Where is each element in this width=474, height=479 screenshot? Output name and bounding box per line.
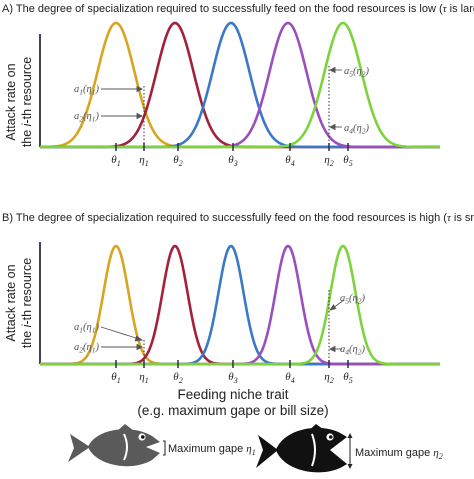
fish-right-gape-arrow-top xyxy=(347,433,353,438)
fish-right-gape-label: Maximum gape η2 xyxy=(355,447,443,461)
panel-a-ylabel-1: Attack rate on xyxy=(4,63,18,140)
panel-b: B) The degree of specialization required… xyxy=(2,212,474,385)
panel-a-ylabel-2: the i-th resource xyxy=(20,57,34,147)
panel-b-tick-theta1: θ1 xyxy=(111,371,120,385)
panel-a-annotation-a5-eta2: a5(η2) xyxy=(344,66,369,79)
panel-b-annotation-a1-eta1: a1(η1) xyxy=(74,322,99,335)
fish-right-gill xyxy=(311,433,316,467)
panel-a-annotation-a2-eta1: a2(η1) xyxy=(74,111,99,124)
panel-a-curve-resource-5 xyxy=(40,21,440,149)
fish-left-tail xyxy=(68,434,90,462)
panel-a-tick-theta5: θ5 xyxy=(343,154,352,168)
fish-left-gape-bracket xyxy=(163,440,166,456)
panel-b-ylabel-2: the i-th resource xyxy=(20,258,34,348)
fish-right-gape-arrow-bottom xyxy=(347,464,353,469)
panel-a-arrows xyxy=(101,66,342,131)
fish-large-gape: Maximum gape η2 xyxy=(256,424,443,473)
panel-b-curve-resource-1 xyxy=(40,244,440,366)
panel-a-tick-theta2: θ2 xyxy=(173,154,182,168)
panel-a-tick-theta3: θ3 xyxy=(228,154,237,168)
x-axis-label-line1: Feeding niche trait xyxy=(177,387,288,402)
fish-left-gill xyxy=(123,433,128,461)
panel-b-ylabel-1: Attack rate on xyxy=(4,264,18,341)
fish-left-pupil xyxy=(141,435,145,439)
panel-b-tick-theta3: θ3 xyxy=(228,371,237,385)
panel-a-tick-theta4: θ4 xyxy=(285,154,294,168)
panel-b-tick-marks xyxy=(115,360,349,368)
fish-left-gape-label: Maximum gape η1 xyxy=(168,443,256,457)
panel-b-tick-eta2: η2 xyxy=(324,371,333,385)
panel-b-tick-theta2: θ2 xyxy=(173,371,182,385)
fish-right-tail xyxy=(256,435,278,468)
panel-b-tick-theta5: θ5 xyxy=(343,371,352,385)
panel-b-tick-eta1: η1 xyxy=(139,371,148,385)
panel-a-tick-eta2: η2 xyxy=(324,154,333,168)
fish-right-pupil xyxy=(329,435,333,439)
panel-b-annotation-a5-eta2: a5(η2) xyxy=(340,293,365,306)
panel-b-title: B) The degree of specialization required… xyxy=(2,212,474,224)
fish-small-gape: Maximum gape η1 xyxy=(68,424,256,467)
panel-a-annotation-a4-eta2: a4(η2) xyxy=(344,123,369,136)
panel-b-tick-theta4: θ4 xyxy=(285,371,294,385)
x-axis-label-line2: (e.g. maximum gape or bill size) xyxy=(137,403,328,418)
panel-b-arrows xyxy=(100,299,345,353)
panel-b-annotation-a4-eta2: a4(η2) xyxy=(340,344,365,357)
panel-b-curve-resource-5 xyxy=(40,244,440,366)
panel-a-annotation-a1-eta1: a1(η1) xyxy=(74,84,99,97)
panel-a-title: A) The degree of specialization required… xyxy=(2,3,474,15)
panel-b-annotation-a2-eta1: a2(η1) xyxy=(74,342,99,355)
panel-a-tick-theta1: θ1 xyxy=(111,154,120,168)
panel-a-tick-marks xyxy=(115,143,349,151)
panel-a-tick-eta1: η1 xyxy=(139,154,148,168)
panel-a: A) The degree of specialization required… xyxy=(2,3,474,168)
